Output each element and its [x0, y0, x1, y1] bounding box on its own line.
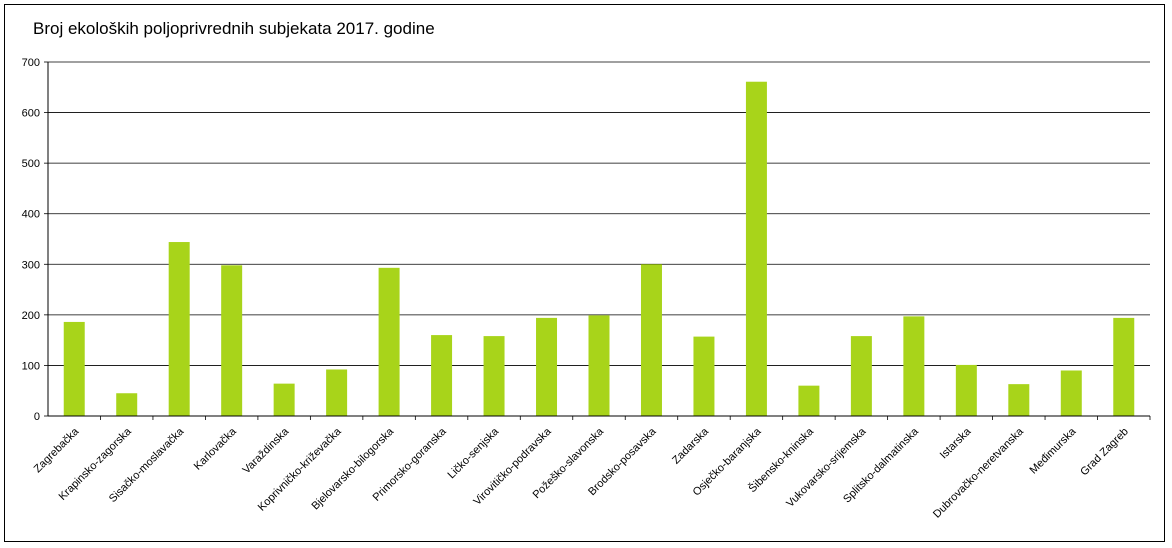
- bars: [63, 81, 1135, 417]
- chart-title: Broj ekoloških poljoprivrednih subjekata…: [33, 19, 435, 38]
- bar: [431, 335, 453, 416]
- x-tick-label: Dubrovačko-neretvanska: [931, 425, 1027, 521]
- bar: [745, 81, 767, 417]
- y-tick-label: 0: [34, 411, 40, 423]
- bar: [693, 336, 715, 416]
- x-tick-label: Zagrebačka: [32, 425, 82, 475]
- chart-frame: Broj ekoloških poljoprivrednih subjekata…: [4, 4, 1165, 542]
- x-tick-label: Karlovačka: [192, 425, 240, 473]
- y-tick-label: 300: [22, 259, 40, 271]
- x-tick-label: Međimurska: [1028, 425, 1079, 476]
- y-tick-label: 100: [22, 360, 40, 372]
- x-axis-labels: ZagrebačkaKrapinsko-zagorskaSisačko-mosl…: [32, 416, 1151, 521]
- bar: [536, 317, 558, 416]
- bar: [63, 321, 85, 416]
- bar: [955, 364, 977, 416]
- y-tick-label: 600: [22, 108, 40, 120]
- bar: [273, 383, 295, 416]
- bar: [640, 264, 662, 416]
- x-tick-label: Varaždinska: [241, 425, 292, 476]
- x-tick-label: Grad Zagreb: [1078, 426, 1131, 479]
- bar: [798, 385, 820, 416]
- y-tick-label: 500: [22, 158, 40, 170]
- bar: [1060, 370, 1082, 416]
- y-tick-label: 700: [22, 57, 40, 69]
- x-tick-label: Istarska: [938, 425, 974, 461]
- x-tick-label: Zadarska: [670, 425, 712, 467]
- bar: [1008, 384, 1030, 416]
- bar: [326, 369, 348, 416]
- bar: [378, 267, 400, 416]
- bar: [168, 242, 190, 416]
- axes: [47, 62, 1150, 417]
- x-tick-label: Ličko-senjska: [446, 425, 502, 481]
- bar: [850, 336, 872, 416]
- bar: [483, 336, 505, 416]
- bar: [903, 316, 925, 416]
- y-tick-label: 400: [22, 209, 40, 221]
- bar: [221, 265, 243, 416]
- y-axis-ticks: 0 100 200 300 400 500 600 700: [22, 57, 48, 423]
- bar: [588, 315, 610, 416]
- bar: [116, 393, 138, 416]
- bar: [1113, 317, 1135, 416]
- y-tick-label: 200: [22, 310, 40, 322]
